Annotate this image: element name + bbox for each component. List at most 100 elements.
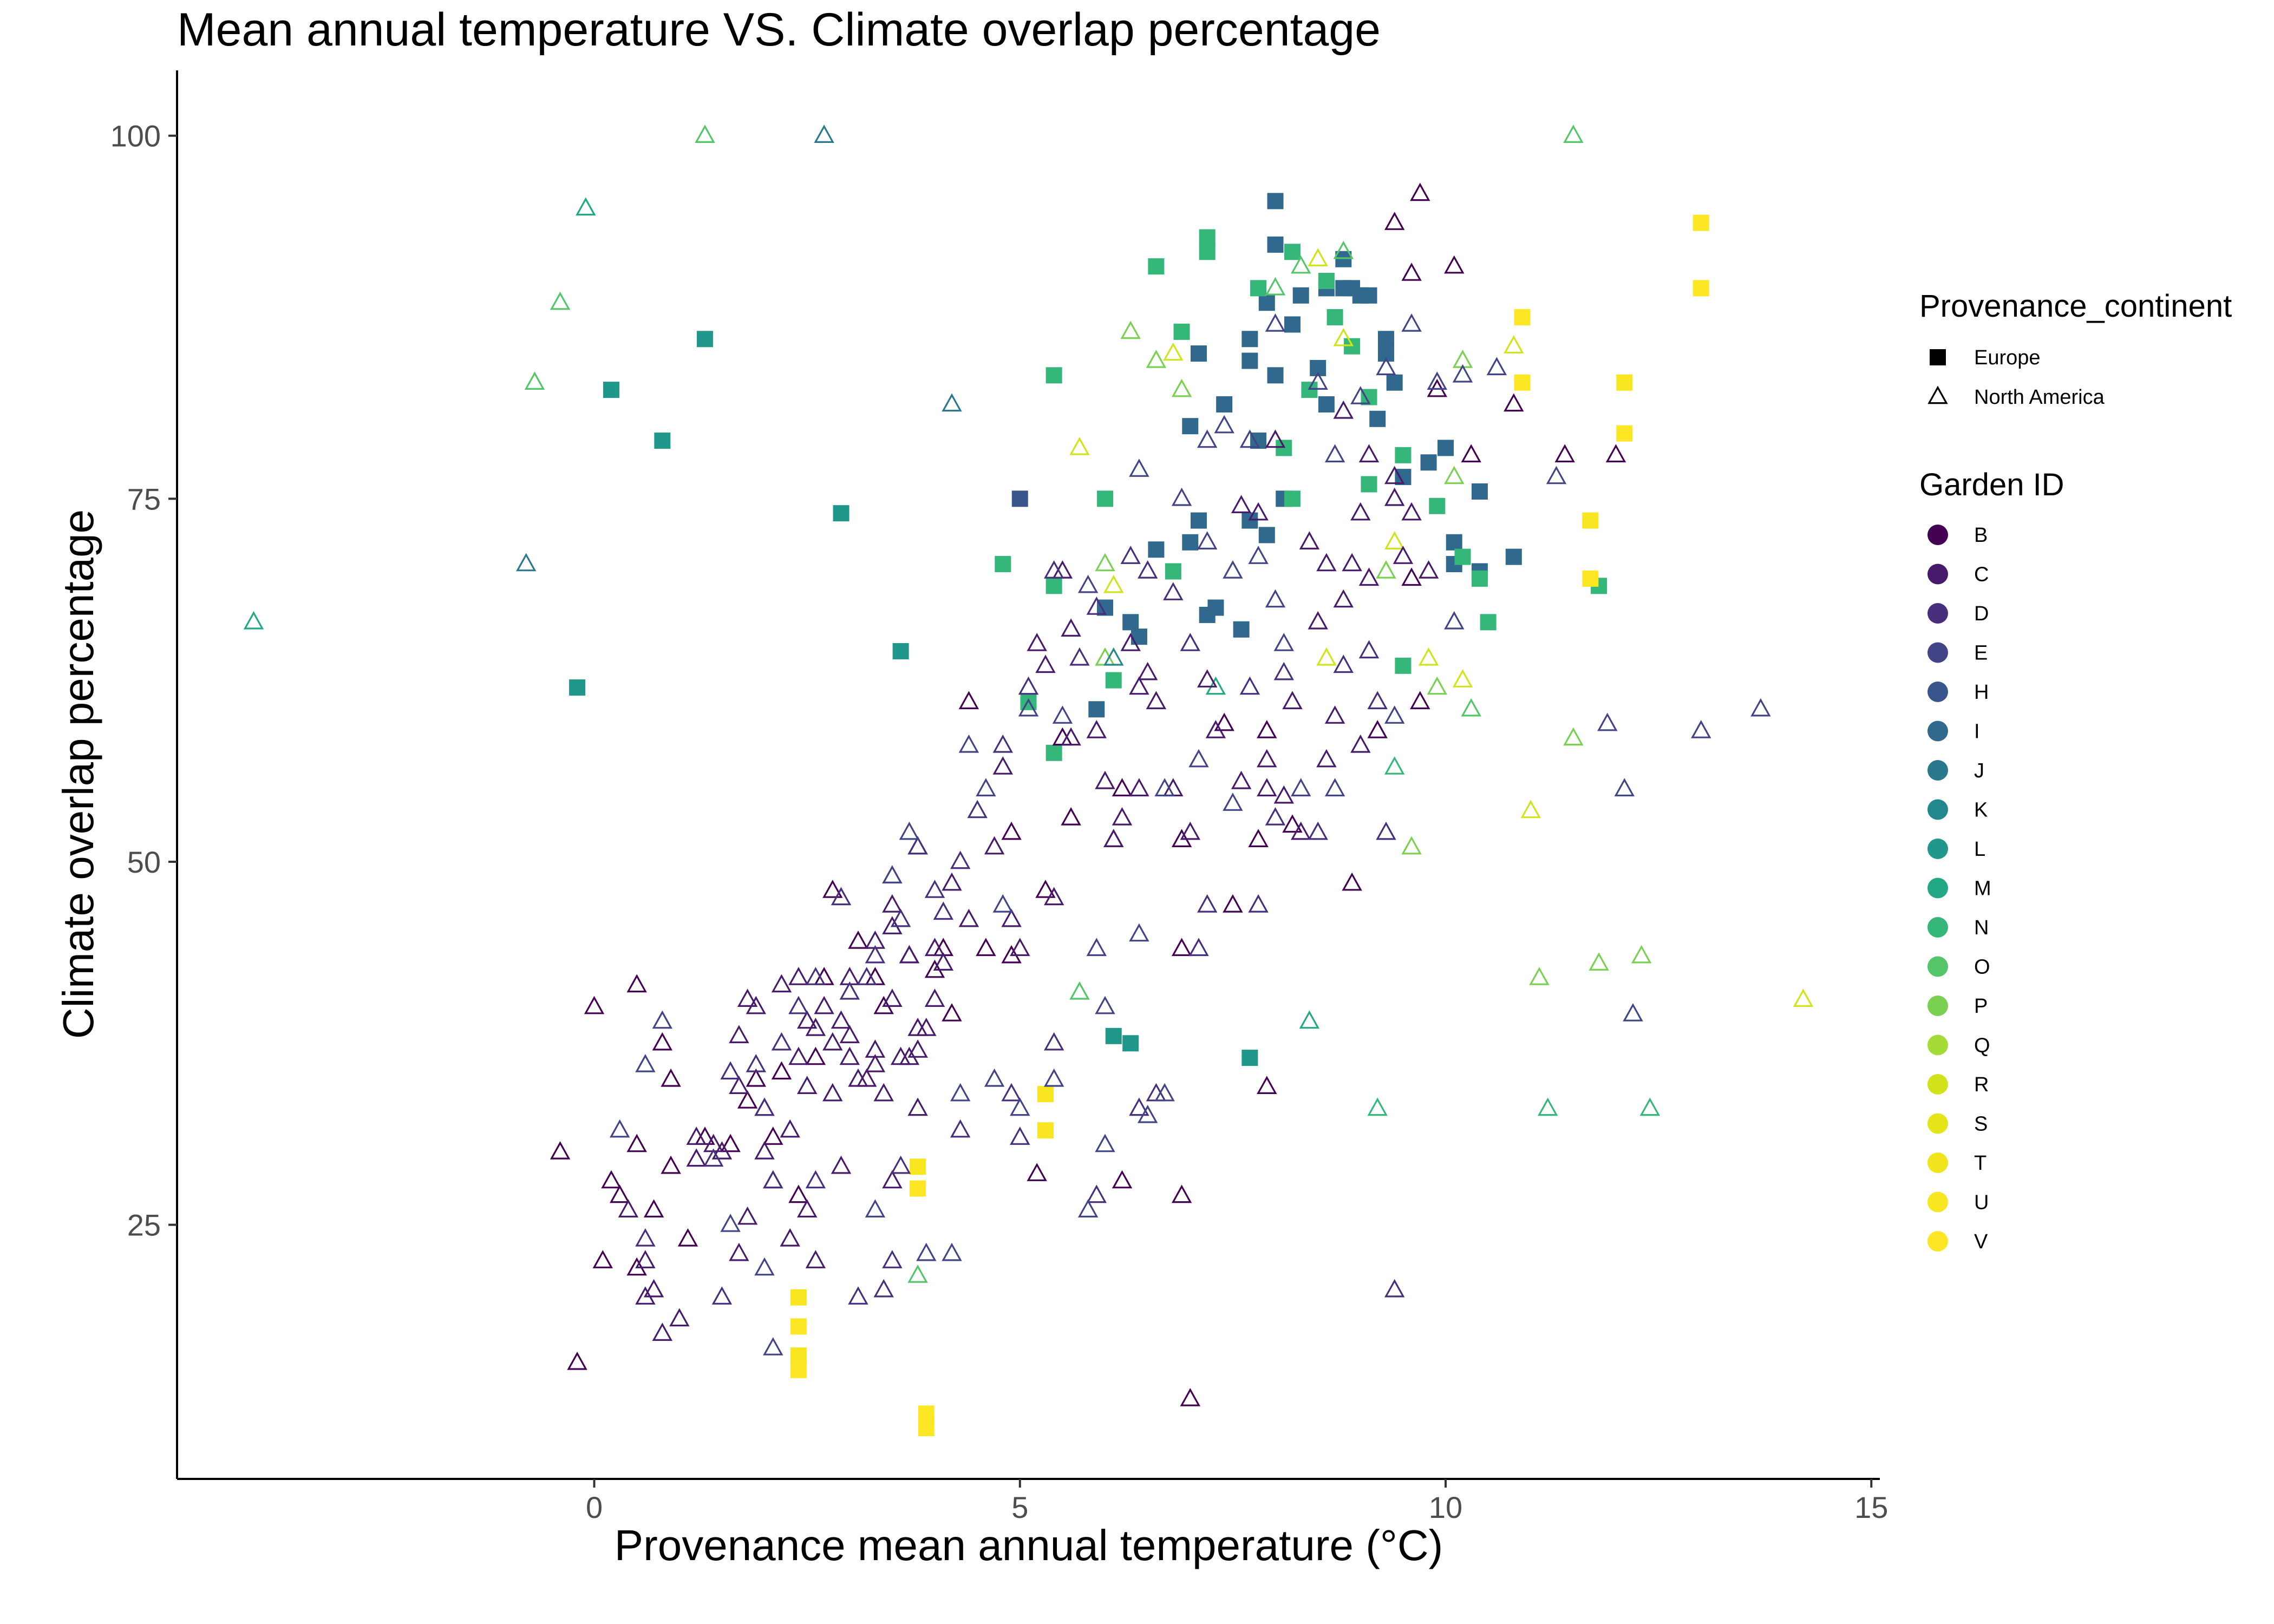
north-america-point — [1129, 676, 1149, 695]
north-america-point — [831, 1155, 852, 1174]
north-america-point — [1018, 676, 1039, 695]
north-america-point — [1052, 560, 1073, 579]
north-america-point — [788, 996, 809, 1014]
north-america-point — [243, 611, 264, 630]
north-america-point — [1103, 574, 1124, 593]
color-legend-label: L — [1974, 838, 1985, 861]
north-america-point — [992, 734, 1014, 753]
plot-points — [243, 125, 1814, 1437]
north-america-point — [1223, 894, 1243, 913]
north-america-point — [1486, 357, 1507, 376]
north-america-point — [1444, 255, 1465, 274]
legend-color-dot-icon — [1927, 1113, 1948, 1134]
north-america-point — [865, 1199, 886, 1217]
north-america-point — [1257, 749, 1277, 768]
north-america-point — [1248, 502, 1269, 521]
north-america-point — [763, 1170, 783, 1189]
europe-point — [1045, 744, 1062, 761]
europe-point — [1191, 345, 1207, 362]
north-america-point — [746, 1054, 767, 1072]
europe-point — [1301, 382, 1318, 398]
north-america-point — [1273, 633, 1295, 651]
north-america-point — [1188, 938, 1209, 957]
north-america-point — [1095, 553, 1115, 572]
north-america-point — [831, 1010, 852, 1029]
north-america-point — [1308, 371, 1328, 390]
north-america-point — [1137, 662, 1158, 680]
north-america-point — [1061, 727, 1081, 746]
north-america-point — [1052, 705, 1073, 724]
north-america-point — [515, 553, 537, 572]
north-america-point — [1103, 829, 1124, 848]
y-tick-label: 75 — [127, 482, 161, 516]
north-america-point — [677, 1228, 698, 1247]
color-legend-label: R — [1974, 1073, 1989, 1096]
europe-point — [1446, 534, 1462, 551]
europe-point — [910, 1158, 926, 1175]
europe-point — [995, 556, 1011, 573]
europe-point — [1122, 614, 1139, 631]
color-legend-label: P — [1974, 995, 1988, 1018]
north-america-point — [865, 967, 886, 985]
north-america-point — [890, 1155, 911, 1174]
north-america-point — [720, 1061, 741, 1080]
ticks: 0 5 10 15 25 50 75 100 — [110, 119, 1889, 1524]
north-america-point — [720, 1134, 741, 1152]
europe-point — [892, 643, 909, 659]
north-america-point — [1444, 611, 1465, 630]
north-america-point — [661, 1155, 681, 1174]
north-america-point — [1290, 255, 1311, 274]
north-america-point — [950, 850, 971, 869]
europe-point — [1395, 657, 1412, 674]
north-america-point — [856, 967, 877, 985]
north-america-point — [1324, 778, 1345, 797]
north-america-point — [1069, 981, 1090, 1000]
north-america-point — [1103, 829, 1124, 848]
europe-point — [1045, 367, 1062, 384]
europe-point — [1369, 410, 1386, 427]
europe-point — [1386, 374, 1403, 391]
europe-point — [1122, 1035, 1139, 1052]
north-america-point — [865, 1054, 886, 1072]
europe-point — [1020, 693, 1037, 710]
europe-point — [1429, 497, 1446, 514]
y-tick-label: 100 — [110, 119, 161, 153]
legend-color-dot-icon — [1927, 1191, 1948, 1213]
north-america-point — [1333, 589, 1354, 608]
legend-color-dot-icon — [1927, 1231, 1948, 1252]
europe-point — [1088, 701, 1105, 718]
europe-point — [1250, 280, 1267, 297]
north-america-point — [601, 1170, 622, 1189]
north-america-point — [814, 125, 834, 143]
legend-color-dot-icon — [1927, 603, 1948, 624]
north-america-point — [1418, 647, 1439, 666]
north-america-point — [1333, 328, 1354, 346]
north-america-point — [950, 1119, 971, 1138]
north-america-point — [907, 1097, 928, 1116]
europe-point — [1454, 548, 1471, 565]
europe-point — [1037, 1122, 1054, 1139]
north-america-point — [1146, 1083, 1167, 1102]
europe-point — [918, 1420, 935, 1437]
north-america-point — [1367, 1097, 1388, 1116]
europe-point — [1045, 578, 1062, 594]
north-america-point — [942, 1242, 962, 1261]
north-america-point — [805, 1046, 826, 1065]
north-america-point — [771, 1032, 792, 1051]
color-legend-label: C — [1974, 564, 1989, 586]
north-america-point — [669, 1308, 690, 1327]
north-america-point — [1376, 560, 1396, 579]
north-america-point — [1401, 263, 1422, 281]
europe-point — [1105, 1027, 1122, 1044]
europe-point — [1582, 570, 1599, 587]
north-america-point — [1061, 618, 1081, 637]
north-america-point — [720, 1214, 741, 1232]
north-america-point — [550, 1141, 571, 1160]
north-america-point — [1077, 574, 1099, 593]
color-legend-label: J — [1974, 759, 1984, 782]
north-america-point — [1069, 647, 1090, 666]
north-america-point — [1554, 444, 1575, 463]
north-america-point — [635, 1250, 656, 1268]
north-america-point — [1052, 727, 1073, 746]
